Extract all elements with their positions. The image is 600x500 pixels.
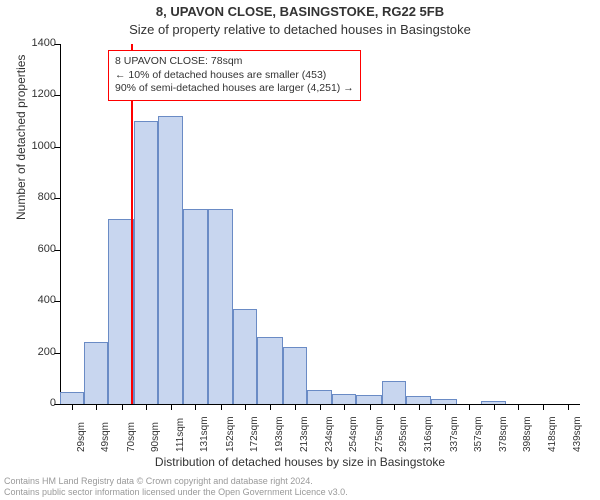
x-tick (72, 404, 73, 410)
y-tick-label: 800 (20, 191, 56, 203)
x-tick (543, 404, 544, 410)
x-tick (568, 404, 569, 410)
y-tick-label: 600 (20, 243, 56, 255)
x-tick (96, 404, 97, 410)
x-tick (394, 404, 395, 410)
x-tick-label: 254sqm (348, 416, 359, 452)
x-tick-label: 193sqm (274, 416, 285, 452)
histogram-bar (406, 396, 431, 404)
x-tick-label: 70sqm (126, 422, 137, 452)
x-tick-label: 172sqm (249, 416, 260, 452)
x-tick (221, 404, 222, 410)
footnote-line-2: Contains public sector information licen… (4, 487, 348, 498)
x-tick (370, 404, 371, 410)
histogram-bar (84, 342, 108, 404)
x-tick-label: 439sqm (572, 416, 583, 452)
histogram-bar (108, 219, 133, 404)
x-tick-label: 111sqm (175, 418, 186, 452)
annotation-line-1: 8 UPAVON CLOSE: 78sqm (115, 55, 354, 69)
x-tick-label: 49sqm (100, 422, 111, 452)
x-tick-label: 131sqm (199, 416, 210, 452)
x-tick-label: 213sqm (299, 416, 310, 452)
x-tick-label: 234sqm (324, 416, 335, 452)
histogram-bar (183, 209, 207, 404)
y-axis-line (60, 44, 61, 404)
x-tick-label: 90sqm (150, 422, 161, 452)
annotation-line-3: 90% of semi-detached houses are larger (… (115, 82, 354, 96)
x-tick (445, 404, 446, 410)
histogram-bar (382, 381, 406, 404)
histogram-bar (233, 309, 257, 404)
x-tick-label: 337sqm (449, 416, 460, 452)
annotation-box: 8 UPAVON CLOSE: 78sqm ← 10% of detached … (108, 50, 361, 101)
footnote: Contains HM Land Registry data © Crown c… (4, 476, 348, 498)
x-tick-label: 152sqm (225, 416, 236, 452)
y-tick-label: 1200 (20, 88, 56, 100)
x-tick (171, 404, 172, 410)
x-tick (245, 404, 246, 410)
histogram-bar (332, 394, 356, 404)
x-tick-label: 398sqm (522, 416, 533, 452)
histogram-bar (356, 395, 381, 404)
histogram-plot-area: 020040060080010001200140029sqm49sqm70sqm… (60, 44, 580, 404)
x-tick-label: 418sqm (547, 416, 558, 452)
page-root: 8, UPAVON CLOSE, BASINGSTOKE, RG22 5FB S… (0, 0, 600, 500)
x-tick (320, 404, 321, 410)
histogram-bar (208, 209, 233, 404)
x-tick (518, 404, 519, 410)
x-tick (344, 404, 345, 410)
x-tick-label: 357sqm (473, 416, 484, 452)
chart-subtitle: Size of property relative to detached ho… (0, 22, 600, 37)
annotation-line-2: ← 10% of detached houses are smaller (45… (115, 69, 354, 83)
y-tick-label: 1000 (20, 140, 56, 152)
x-tick (270, 404, 271, 410)
histogram-bar (431, 399, 456, 404)
x-tick (419, 404, 420, 410)
x-tick-label: 275sqm (374, 416, 385, 452)
x-tick (146, 404, 147, 410)
x-tick (295, 404, 296, 410)
histogram-bar (134, 121, 158, 404)
histogram-bar (283, 347, 307, 404)
histogram-bar (307, 390, 332, 404)
y-tick-label: 0 (20, 397, 56, 409)
y-tick-label: 1400 (20, 37, 56, 49)
x-tick-label: 378sqm (498, 416, 509, 452)
x-tick-label: 316sqm (423, 416, 434, 452)
x-tick-label: 295sqm (398, 416, 409, 452)
x-axis-title: Distribution of detached houses by size … (0, 455, 600, 469)
histogram-bar (158, 116, 183, 404)
histogram-bar (60, 392, 84, 404)
x-tick (494, 404, 495, 410)
y-tick-label: 200 (20, 346, 56, 358)
y-tick-label: 400 (20, 294, 56, 306)
histogram-bar (257, 337, 282, 404)
x-tick (469, 404, 470, 410)
x-tick (122, 404, 123, 410)
x-tick-label: 29sqm (76, 422, 87, 452)
chart-title: 8, UPAVON CLOSE, BASINGSTOKE, RG22 5FB (0, 4, 600, 19)
histogram-bar (481, 401, 506, 404)
x-tick (195, 404, 196, 410)
footnote-line-1: Contains HM Land Registry data © Crown c… (4, 476, 348, 487)
